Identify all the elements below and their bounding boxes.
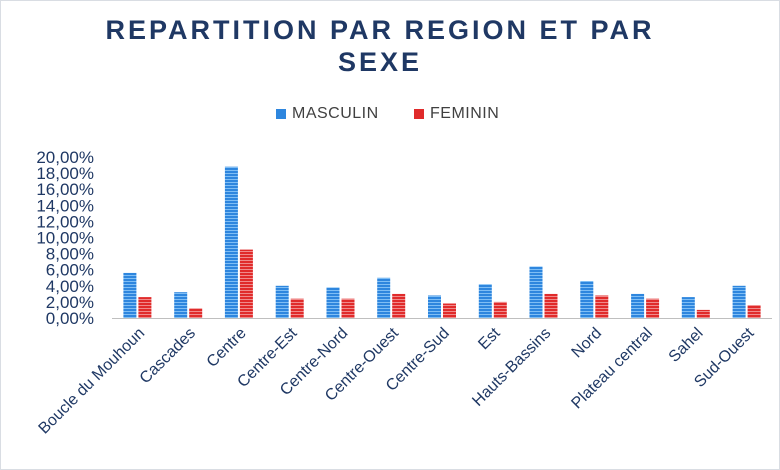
y-tick-label: 18,00%	[36, 164, 94, 183]
legend-swatch-masculin	[276, 109, 286, 119]
bar-masculin-10	[631, 293, 645, 318]
y-tick-label: 14,00%	[36, 196, 94, 215]
bar-masculin-7	[478, 284, 492, 318]
bar-masculin-3	[275, 285, 289, 318]
bar-masculin-11	[681, 297, 695, 318]
bar-masculin-2	[224, 166, 238, 318]
x-tick-label: Centre	[204, 325, 250, 371]
bar-feminin-5	[392, 293, 406, 318]
bar-feminin-11	[696, 309, 710, 318]
legend-swatch-feminin	[414, 109, 424, 119]
bar-feminin-1	[189, 308, 203, 318]
bar-feminin-9	[595, 295, 609, 318]
y-tick-label: 6,00%	[46, 261, 94, 280]
y-tick-label: 8,00%	[46, 245, 94, 264]
y-tick-label: 20,00%	[36, 148, 94, 167]
legend-item-masculin: MASCULIN	[276, 104, 379, 124]
bar-masculin-1	[174, 292, 188, 318]
x-tick-label: Nord	[569, 325, 606, 362]
bar-feminin-7	[493, 301, 507, 318]
bar-masculin-8	[529, 266, 543, 318]
x-tick-label: Cascades	[137, 325, 199, 387]
bar-masculin-6	[428, 295, 441, 318]
bar-masculin-9	[580, 281, 594, 318]
chart-title: REPARTITION PAR REGION ET PAR SEXE	[105, 15, 655, 77]
legend-item-feminin: FEMININ	[414, 104, 499, 124]
x-tick-label: Sahel	[666, 325, 707, 366]
y-tick-label: 2,00%	[46, 293, 94, 312]
y-tick-label: 4,00%	[46, 277, 94, 296]
bar-feminin-6	[443, 303, 456, 318]
bar-feminin-3	[290, 298, 304, 318]
bar-masculin-12	[732, 285, 746, 318]
bar-feminin-0	[138, 297, 152, 318]
chart-legend: MASCULIN FEMININ	[0, 104, 780, 124]
bar-masculin-5	[377, 277, 391, 319]
bar-feminin-12	[747, 305, 761, 318]
bar-feminin-10	[646, 298, 660, 318]
bar-masculin-4	[326, 287, 340, 318]
x-tick-label: Boucle du Mouhoun	[36, 325, 149, 438]
y-tick-label: 10,00%	[36, 229, 94, 248]
y-tick-label: 0,00%	[46, 309, 94, 328]
bar-masculin-0	[123, 272, 137, 318]
y-tick-label: 16,00%	[36, 180, 94, 199]
legend-label-feminin: FEMININ	[430, 105, 500, 122]
x-tick-label: Est	[475, 324, 504, 353]
legend-label-masculin: MASCULIN	[292, 105, 379, 122]
bar-feminin-4	[341, 298, 355, 318]
y-tick-label: 12,00%	[36, 212, 94, 231]
bar-feminin-2	[239, 249, 253, 318]
bar-feminin-8	[544, 293, 558, 318]
